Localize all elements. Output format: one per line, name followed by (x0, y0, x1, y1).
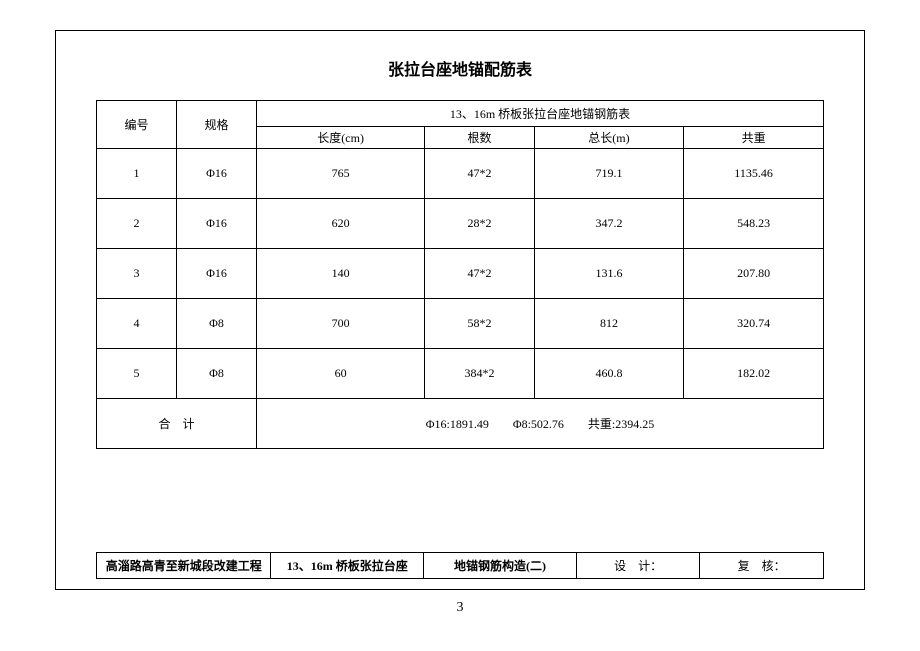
header-cnt: 根数 (425, 127, 534, 149)
cell-id: 3 (97, 249, 177, 299)
page-title: 张拉台座地锚配筋表 (96, 56, 824, 80)
cell-tlen: 347.2 (534, 199, 683, 249)
cell-cnt: 384*2 (425, 349, 534, 399)
cell-len: 60 (257, 349, 425, 399)
cell-cnt: 47*2 (425, 149, 534, 199)
cell-spec: Φ16 (177, 149, 257, 199)
table-row: 3 Φ16 140 47*2 131.6 207.80 (97, 249, 824, 299)
header-wt: 共重 (684, 127, 824, 149)
footer-row: 高淄路高青至新城段改建工程 13、16m 桥板张拉台座 地锚钢筋构造(二) 设 … (97, 553, 824, 579)
header-row-1: 编号 规格 13、16m 桥板张拉台座地锚钢筋表 (97, 101, 824, 127)
table-row: 4 Φ8 700 58*2 812 320.74 (97, 299, 824, 349)
cell-id: 1 (97, 149, 177, 199)
cell-spec: Φ16 (177, 249, 257, 299)
rebar-table: 编号 规格 13、16m 桥板张拉台座地锚钢筋表 长度(cm) 根数 总长(m)… (96, 100, 824, 449)
header-tlen: 总长(m) (534, 127, 683, 149)
footer-drawing: 地锚钢筋构造(二) (424, 553, 577, 579)
header-id: 编号 (97, 101, 177, 149)
total-label: 合 计 (97, 399, 257, 449)
header-len: 长度(cm) (257, 127, 425, 149)
cell-wt: 182.02 (684, 349, 824, 399)
cell-wt: 1135.46 (684, 149, 824, 199)
footer-table: 高淄路高青至新城段改建工程 13、16m 桥板张拉台座 地锚钢筋构造(二) 设 … (96, 552, 824, 579)
cell-len: 620 (257, 199, 425, 249)
total-row: 合 计 Φ16:1891.49 Φ8:502.76 共重:2394.25 (97, 399, 824, 449)
cell-cnt: 47*2 (425, 249, 534, 299)
cell-spec: Φ8 (177, 349, 257, 399)
cell-tlen: 812 (534, 299, 683, 349)
cell-wt: 548.23 (684, 199, 824, 249)
cell-spec: Φ8 (177, 299, 257, 349)
cell-len: 700 (257, 299, 425, 349)
footer-component: 13、16m 桥板张拉台座 (271, 553, 424, 579)
cell-wt: 207.80 (684, 249, 824, 299)
cell-tlen: 719.1 (534, 149, 683, 199)
table-row: 2 Φ16 620 28*2 347.2 548.23 (97, 199, 824, 249)
header-spec: 规格 (177, 101, 257, 149)
cell-len: 765 (257, 149, 425, 199)
cell-cnt: 58*2 (425, 299, 534, 349)
cell-cnt: 28*2 (425, 199, 534, 249)
cell-id: 4 (97, 299, 177, 349)
cell-tlen: 460.8 (534, 349, 683, 399)
footer-designer: 设 计： (576, 553, 700, 579)
cell-len: 140 (257, 249, 425, 299)
page-frame: 张拉台座地锚配筋表 编号 规格 13、16m 桥板张拉台座地锚钢筋表 长度(cm… (55, 30, 865, 590)
header-group: 13、16m 桥板张拉台座地锚钢筋表 (257, 101, 824, 127)
footer-project: 高淄路高青至新城段改建工程 (97, 553, 271, 579)
table-row: 1 Φ16 765 47*2 719.1 1135.46 (97, 149, 824, 199)
footer-reviewer: 复 核： (700, 553, 824, 579)
cell-id: 5 (97, 349, 177, 399)
page-number: 3 (55, 600, 865, 616)
cell-spec: Φ16 (177, 199, 257, 249)
cell-tlen: 131.6 (534, 249, 683, 299)
table-row: 5 Φ8 60 384*2 460.8 182.02 (97, 349, 824, 399)
cell-id: 2 (97, 199, 177, 249)
total-text: Φ16:1891.49 Φ8:502.76 共重:2394.25 (257, 399, 824, 449)
cell-wt: 320.74 (684, 299, 824, 349)
